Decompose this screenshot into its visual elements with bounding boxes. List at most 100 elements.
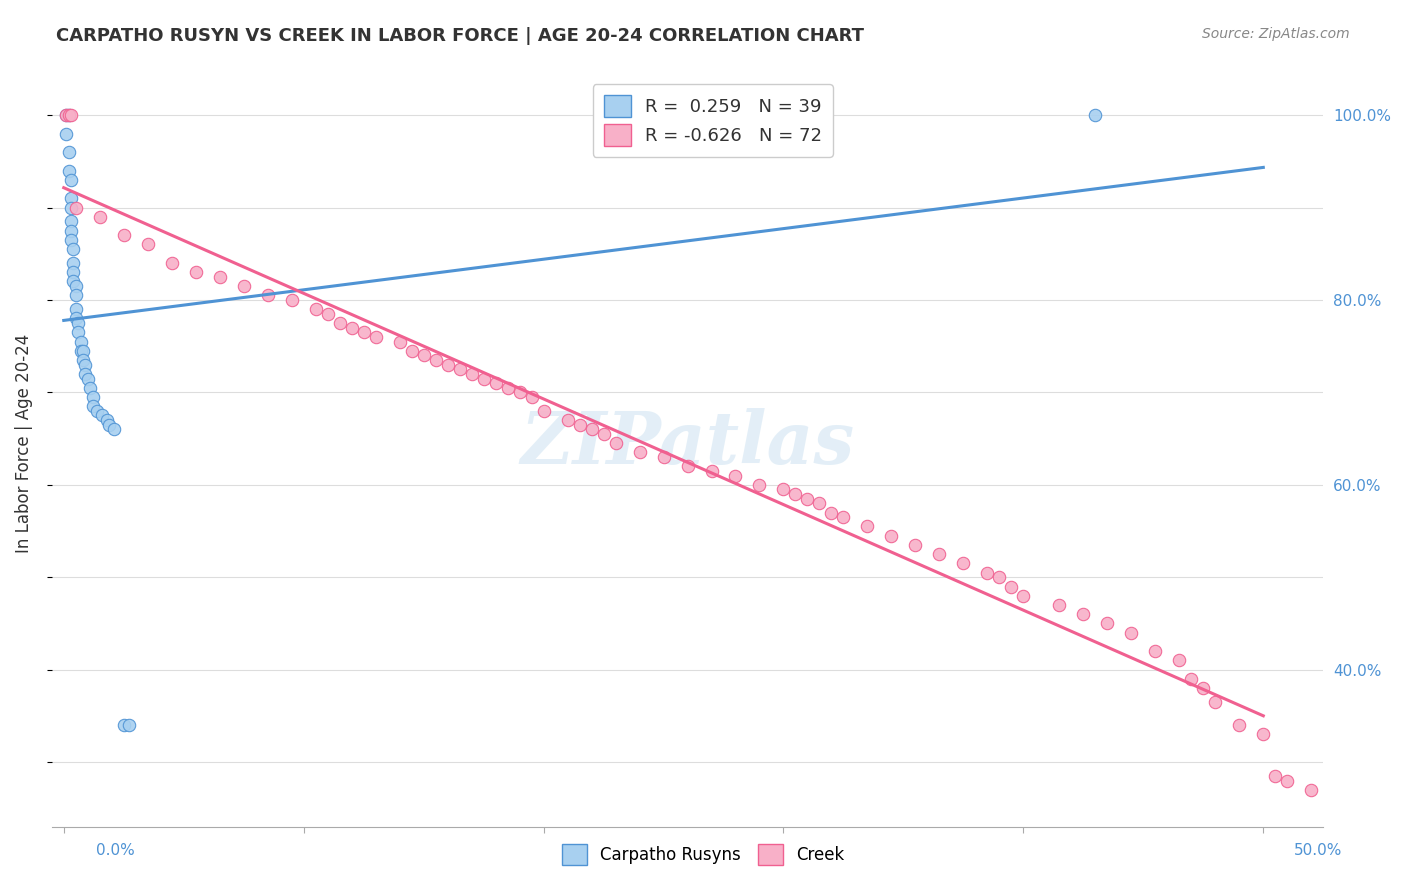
Point xyxy=(1227,718,1250,732)
Text: 0.0%: 0.0% xyxy=(96,843,135,858)
Point xyxy=(82,390,104,404)
Point xyxy=(412,348,434,362)
Point xyxy=(86,404,108,418)
Point xyxy=(55,127,77,141)
Point xyxy=(117,718,139,732)
Point xyxy=(449,362,471,376)
Point xyxy=(628,445,651,459)
Point xyxy=(353,326,375,340)
Point xyxy=(65,288,87,302)
Point xyxy=(62,242,84,256)
Point xyxy=(96,413,118,427)
Point xyxy=(62,256,84,270)
Point xyxy=(460,367,482,381)
Point xyxy=(1084,108,1107,122)
Point xyxy=(484,376,506,391)
Point xyxy=(1301,783,1323,797)
Point xyxy=(67,316,90,330)
Point xyxy=(58,108,80,122)
Point xyxy=(928,547,950,561)
Point xyxy=(59,224,82,238)
Point xyxy=(232,279,254,293)
Point xyxy=(1047,598,1070,612)
Point xyxy=(256,288,278,302)
Point xyxy=(76,371,98,385)
Point xyxy=(748,478,770,492)
Point xyxy=(724,468,747,483)
Point xyxy=(533,404,555,418)
Point xyxy=(55,108,77,122)
Point xyxy=(340,320,363,334)
Point xyxy=(98,417,121,432)
Point xyxy=(89,210,111,224)
Point xyxy=(75,367,97,381)
Text: 50.0%: 50.0% xyxy=(1295,843,1343,858)
Point xyxy=(59,173,82,187)
Point xyxy=(79,381,101,395)
Point xyxy=(58,145,80,159)
Legend: Carpatho Rusyns, Creek: Carpatho Rusyns, Creek xyxy=(551,834,855,875)
Point xyxy=(808,496,831,510)
Point xyxy=(1264,769,1286,783)
Point xyxy=(401,343,423,358)
Point xyxy=(69,343,91,358)
Point xyxy=(58,108,80,122)
Point xyxy=(425,353,447,368)
Point xyxy=(305,302,328,317)
Point xyxy=(1121,625,1143,640)
Point xyxy=(1097,616,1119,631)
Point xyxy=(280,293,302,307)
Point xyxy=(103,422,125,436)
Point xyxy=(112,228,135,243)
Point xyxy=(65,302,87,317)
Point xyxy=(520,390,543,404)
Point xyxy=(58,163,80,178)
Point xyxy=(605,436,627,450)
Point xyxy=(316,307,339,321)
Point xyxy=(112,718,135,732)
Point xyxy=(652,450,675,464)
Y-axis label: In Labor Force | Age 20-24: In Labor Force | Age 20-24 xyxy=(15,334,32,553)
Point xyxy=(62,275,84,289)
Point xyxy=(1204,695,1226,709)
Point xyxy=(65,201,87,215)
Point xyxy=(700,464,723,478)
Point xyxy=(785,487,807,501)
Point xyxy=(208,269,231,284)
Point xyxy=(772,483,794,497)
Point xyxy=(55,108,77,122)
Point xyxy=(160,256,183,270)
Legend: R =  0.259   N = 39, R = -0.626   N = 72: R = 0.259 N = 39, R = -0.626 N = 72 xyxy=(593,84,832,157)
Point xyxy=(59,233,82,247)
Point xyxy=(136,237,159,252)
Point xyxy=(72,353,94,368)
Point xyxy=(72,343,94,358)
Point xyxy=(67,326,90,340)
Point xyxy=(1073,607,1095,622)
Point xyxy=(82,399,104,413)
Point xyxy=(65,279,87,293)
Point xyxy=(1012,589,1035,603)
Point xyxy=(976,566,998,580)
Point xyxy=(496,381,519,395)
Point xyxy=(1192,681,1215,696)
Point xyxy=(91,409,114,423)
Point xyxy=(1144,644,1167,658)
Point xyxy=(184,265,207,279)
Point xyxy=(329,316,352,330)
Point xyxy=(557,413,579,427)
Text: ZIPatlas: ZIPatlas xyxy=(520,408,855,479)
Point xyxy=(59,108,82,122)
Point xyxy=(796,491,818,506)
Point xyxy=(59,214,82,228)
Text: Source: ZipAtlas.com: Source: ZipAtlas.com xyxy=(1202,27,1350,41)
Point xyxy=(952,557,974,571)
Point xyxy=(62,265,84,279)
Point xyxy=(59,201,82,215)
Point xyxy=(581,422,603,436)
Point xyxy=(592,427,614,442)
Point xyxy=(75,358,97,372)
Text: CARPATHO RUSYN VS CREEK IN LABOR FORCE | AGE 20-24 CORRELATION CHART: CARPATHO RUSYN VS CREEK IN LABOR FORCE |… xyxy=(56,27,865,45)
Point xyxy=(1277,773,1299,788)
Point xyxy=(364,330,387,344)
